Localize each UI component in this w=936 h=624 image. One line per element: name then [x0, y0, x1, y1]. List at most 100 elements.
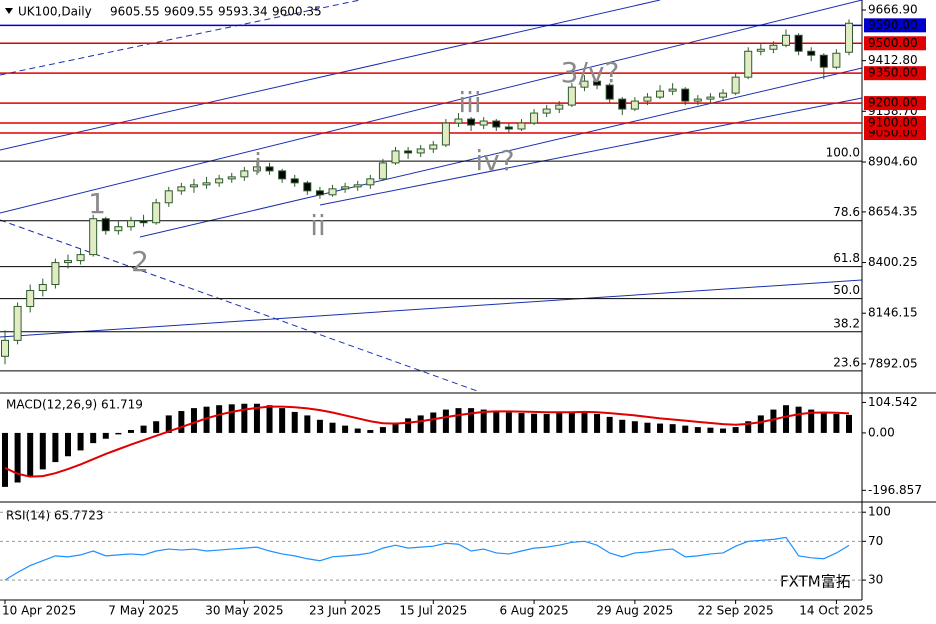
candle-body [290, 178, 299, 184]
macd-bar [518, 413, 525, 433]
candle-body [479, 120, 488, 126]
chart-title: UK100,Daily [18, 5, 92, 19]
macd-bar [64, 432, 71, 457]
candle-body [441, 122, 450, 146]
level-box [864, 66, 926, 81]
x-tick-label: 29 Aug 2025 [596, 604, 673, 618]
ohlc-value: 9605.55 [110, 5, 160, 19]
candle-body [492, 120, 501, 128]
candle-body [706, 96, 715, 100]
candle-body [278, 170, 287, 180]
ohlc-value: 9593.34 [218, 5, 268, 19]
y-tick-label: 0.00 [868, 425, 895, 439]
candle-body [341, 186, 350, 190]
macd-bar [480, 409, 487, 433]
y-tick-label: 100 [868, 505, 891, 519]
macd-bar [27, 432, 34, 477]
candle-body [454, 118, 463, 124]
channel-line [0, 279, 863, 338]
y-tick-label: 8904.60 [868, 154, 918, 168]
level-box [864, 18, 926, 33]
candle-body [643, 96, 652, 102]
macd-bar [594, 413, 601, 433]
macd-bar [253, 403, 260, 433]
macd-bar [2, 432, 8, 487]
macd-bar [795, 406, 802, 433]
candle-body [227, 176, 236, 180]
macd-bar [543, 413, 550, 433]
candle-body [303, 182, 312, 192]
x-tick-label: 10 Apr 2025 [2, 604, 76, 618]
macd-bar [52, 432, 59, 463]
channel-line [0, 0, 863, 214]
macd-bar [203, 406, 210, 433]
candle-body [152, 202, 161, 224]
candle-body [567, 86, 576, 106]
macd-bar [644, 422, 651, 433]
candle-body [202, 182, 211, 186]
macd-bar [619, 419, 626, 433]
channel-line [319, 97, 863, 206]
dashed-line [0, 0, 361, 76]
macd-bar [581, 411, 588, 433]
candle-body [38, 284, 47, 292]
candle-body [63, 260, 72, 264]
macd-bar [216, 405, 223, 433]
candle-body [76, 254, 85, 262]
candle-body [416, 148, 425, 154]
candle-body [328, 188, 337, 196]
macd-bar [14, 432, 21, 483]
y-tick-label: 70 [868, 534, 883, 548]
macd-bar [493, 411, 500, 433]
candle-body [630, 100, 639, 110]
fib-label: 61.8 [833, 251, 860, 265]
menu-triangle [5, 8, 13, 14]
macd-bar [783, 405, 790, 433]
y-tick-label: 8400.25 [868, 255, 918, 269]
candle-body [719, 92, 728, 98]
wave-label: 3/v? [561, 56, 620, 89]
macd-bar [291, 411, 298, 433]
macd-bar [316, 419, 323, 433]
candle-body [819, 54, 828, 68]
wave-label: iii [458, 86, 481, 119]
candle-body [807, 50, 816, 56]
fib-label: 38.2 [833, 316, 860, 330]
trend-lines [0, 0, 863, 393]
macd-bar [417, 415, 424, 433]
y-tick-label: 8654.35 [868, 204, 918, 218]
macd-bar [808, 409, 815, 433]
macd-bar [329, 422, 336, 433]
macd-bar [153, 421, 160, 433]
fib-label: 100.0 [826, 146, 860, 160]
candle-body [114, 226, 123, 232]
macd-bar [279, 408, 286, 433]
candle-body [467, 118, 476, 126]
macd-bar [430, 412, 437, 433]
macd-bar [266, 405, 273, 433]
macd-bar [39, 432, 46, 470]
candle-body [744, 50, 753, 78]
wave-label: i [254, 147, 262, 180]
macd-bar [833, 413, 840, 433]
candle-body [769, 44, 778, 50]
wave-label: 1 [88, 187, 106, 220]
channel-line [139, 67, 863, 238]
candle-body [605, 84, 614, 100]
macd-bar [115, 432, 122, 435]
candle-body [693, 98, 702, 102]
candle-body [555, 104, 564, 110]
candle-body [265, 166, 274, 172]
x-tick-label: 22 Sep 2025 [698, 604, 774, 618]
macd-bar [820, 412, 827, 433]
ohlc-value: 9600.35 [272, 5, 322, 19]
candle-body [656, 90, 665, 98]
watermark: FXTM富拓 [780, 573, 851, 591]
candle-body [782, 34, 791, 46]
candle-body [517, 122, 526, 130]
macd-bar [468, 408, 475, 433]
candle-body [832, 52, 841, 68]
level-label: 9100.00 [868, 116, 918, 130]
candle-body [89, 218, 98, 256]
